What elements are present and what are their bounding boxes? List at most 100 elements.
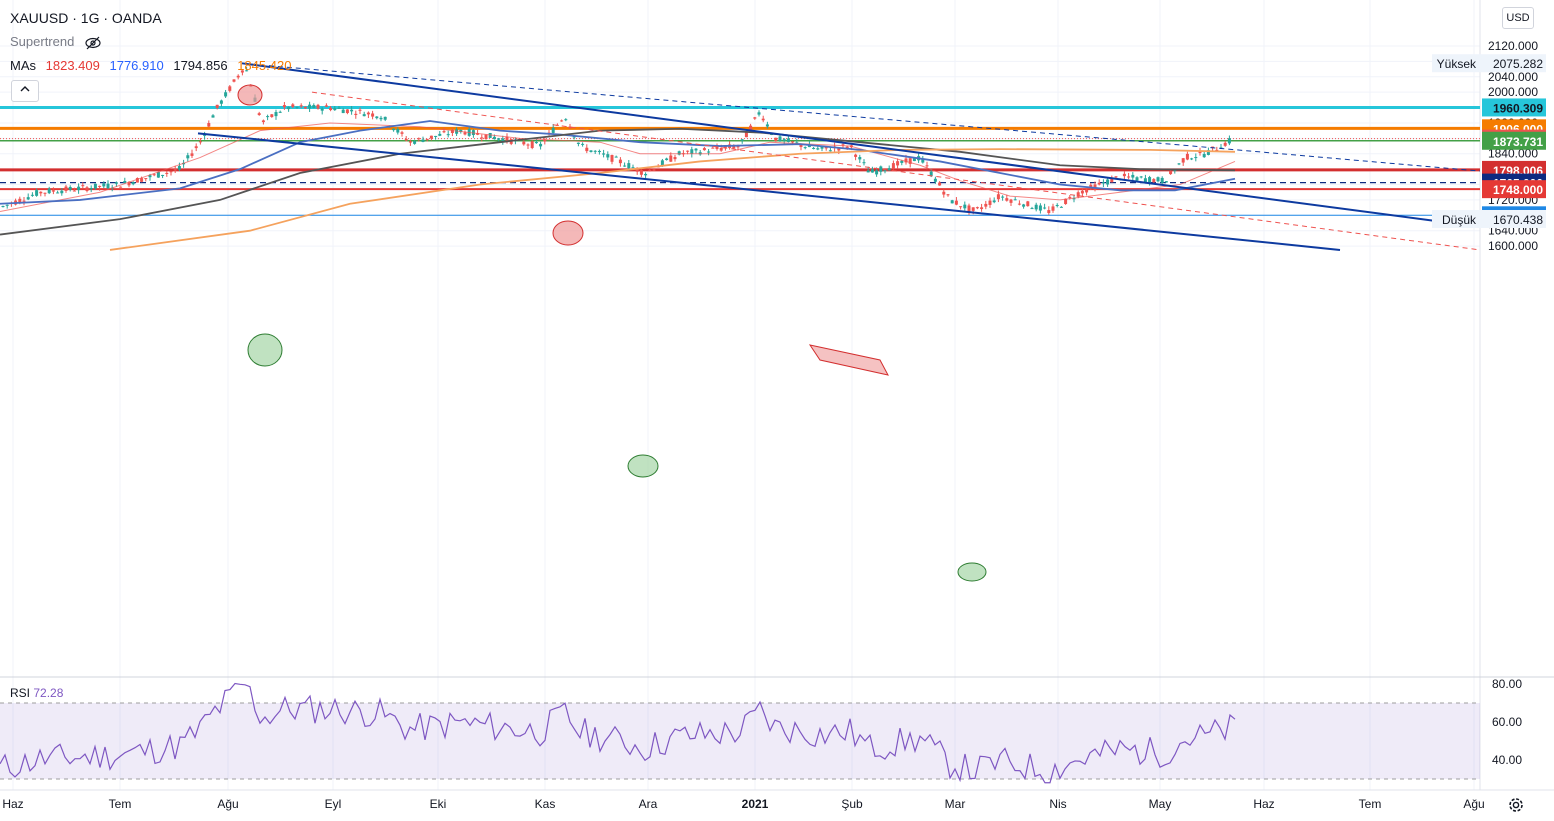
time-tick-label: Eki [430,797,447,811]
candle-body [211,115,215,118]
candle-body [791,141,795,143]
candle-body [85,187,89,191]
candle-body [996,194,1000,200]
symbol-title: XAUUSD · 1G · OANDA [10,10,162,26]
candle-body [438,133,442,136]
candle-body [291,104,295,107]
candle-body [404,139,408,141]
eye-hidden-icon[interactable] [84,36,102,50]
candle-body [77,186,81,191]
price-tick-label: 2120.000 [1488,39,1538,53]
candle-body [971,207,975,211]
candle-body [732,145,736,149]
candle-body [488,133,492,138]
time-tick-label: Haz [2,797,23,811]
candle-body [215,104,219,108]
candle-body [1064,198,1068,205]
candle-body [539,143,543,147]
candle-body [551,127,555,133]
candle-body [799,144,803,147]
candle-body [358,109,362,111]
time-tick-label: Kas [535,797,556,811]
candle-body [648,169,652,171]
candle-body [736,146,740,148]
candle-body [1173,169,1177,172]
candle-body [1101,182,1105,184]
price-tick-label: 1600.000 [1488,239,1538,253]
candle-body [879,166,883,172]
candle-body [992,200,996,203]
candle-body [1013,199,1017,201]
currency-button[interactable]: USD [1502,7,1534,29]
candle-body [224,92,228,97]
candle-body [72,190,76,192]
candle-body [371,113,375,117]
candle-body [240,70,244,73]
candle-body [236,75,240,78]
price-label-value: 1748.000 [1493,183,1543,197]
candle-body [1055,205,1059,207]
candle-body [883,170,887,172]
candle-body [362,114,366,117]
chevron-up-icon [20,86,30,92]
candle-body [1017,203,1021,205]
candle-body [333,108,337,111]
candle-body [89,188,93,190]
candle-body [715,146,719,149]
candle-body [345,109,349,114]
candle-body [980,207,984,210]
candle-body [568,126,572,129]
candle-body [606,154,610,158]
gear-icon[interactable] [1506,795,1526,815]
indicator-name: Supertrend [10,34,75,49]
candle-body [900,160,904,163]
candle-body [463,132,467,135]
candle-body [245,70,249,72]
candle-body [282,105,286,108]
price-label-box [1482,209,1546,228]
candle-body [967,205,971,212]
candle-body [5,204,9,206]
candle-body [694,148,698,151]
candle-body [1206,150,1210,155]
candle-body [1156,177,1160,182]
candle-body [719,147,723,151]
candle-body [933,178,937,182]
candle-body [450,129,454,134]
rsi-tick-label: 60.00 [1492,715,1522,729]
candle-body [400,132,404,134]
touch-marker [627,454,659,478]
candle-body [866,170,870,173]
candle-body [845,146,849,149]
price-tick-label: 2040.000 [1488,70,1538,84]
candle-body [341,109,345,114]
candle-body [421,139,425,142]
candle-body [232,79,236,82]
channel-lower-line [197,132,1341,251]
collapse-legend-button[interactable] [11,80,39,102]
price-label-box [1482,180,1546,199]
candle-body [1022,204,1026,207]
candle-body [581,143,585,145]
price-label-value: 1960.309 [1493,101,1543,115]
rsi-label: RSI [10,686,31,700]
candle-body [908,158,912,164]
candle-body [98,185,102,187]
candle-body [669,155,673,162]
time-tick-label: Nis [1049,797,1066,811]
ma-black-line [0,127,1236,236]
candle-body [938,182,942,186]
candle-body [572,136,576,138]
indicator-legend[interactable]: Supertrend [10,34,102,50]
candle-body [324,105,328,107]
ma-blue-line [0,120,1236,205]
candle-body [43,192,47,194]
candle-body [135,178,139,183]
candle-body [278,111,282,113]
candle-body [1076,192,1080,197]
candle-body [140,178,144,182]
candle-body [631,167,635,169]
candle-body [858,157,862,160]
